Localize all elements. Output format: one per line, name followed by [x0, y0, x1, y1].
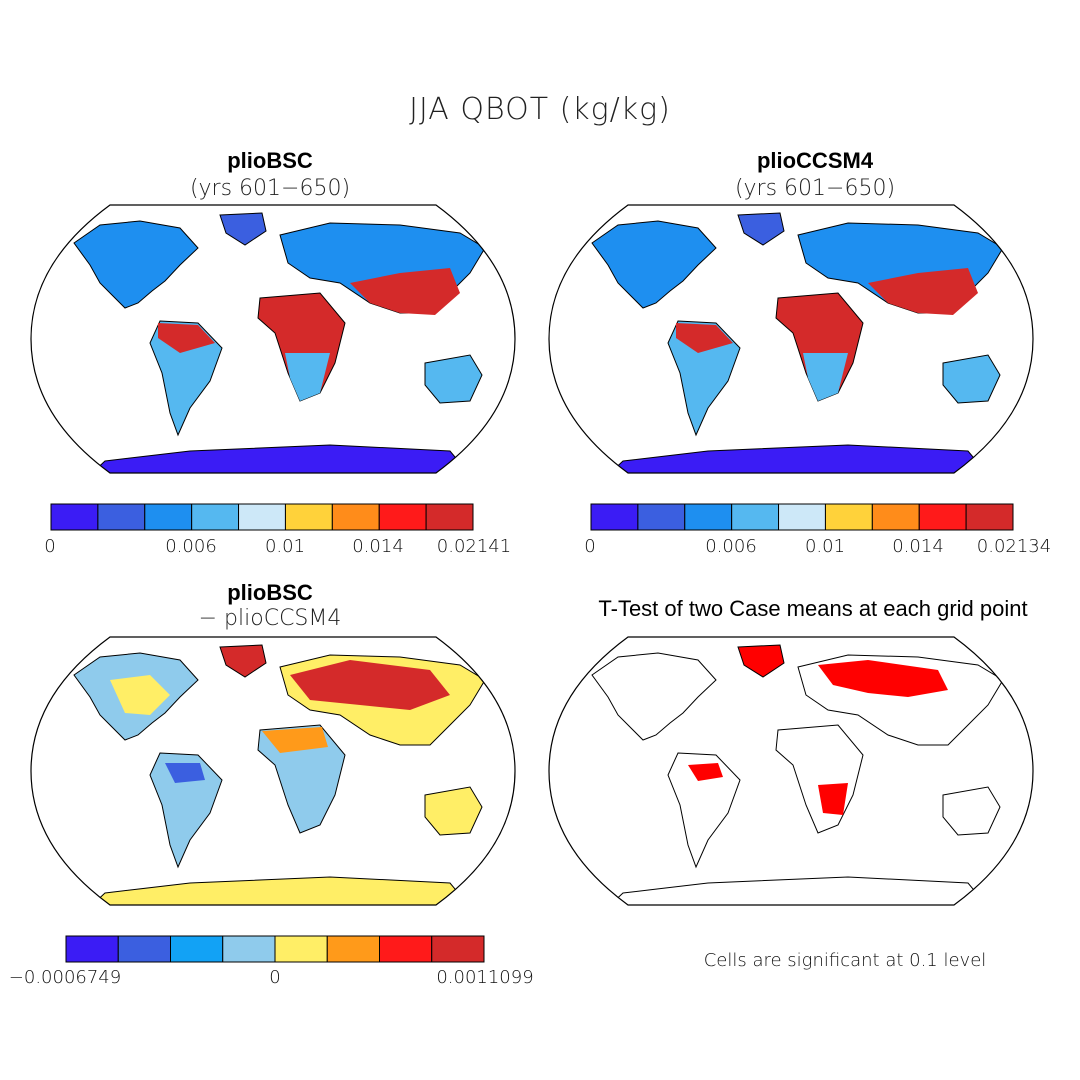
colorbar-swatch	[170, 935, 224, 963]
landmass-south-america	[667, 320, 741, 437]
colorbar-swatch	[684, 503, 733, 531]
colorbar-swatch	[871, 503, 920, 531]
colorbar-tick-label: 0.01	[804, 536, 846, 557]
figure-title: JJA QBOT (kg/kg)	[409, 92, 671, 127]
landmass-antarctica	[606, 444, 990, 473]
colorbar-difference	[65, 935, 485, 963]
map-plioBSC	[30, 204, 516, 474]
map-ttest-significance	[548, 636, 1034, 906]
colorbar-tick-label: −0.0006749	[8, 967, 122, 988]
colorbar-tick-label: 0	[269, 967, 281, 988]
landmass-greenland	[737, 644, 785, 678]
colorbar-swatch	[965, 503, 1014, 531]
map-border	[548, 636, 1034, 906]
colorbar-swatch	[97, 503, 146, 531]
colorbar-swatch	[637, 503, 686, 531]
colorbar-tick-label: 0	[584, 536, 596, 557]
colorbar-swatch	[50, 503, 99, 531]
landmass-greenland	[737, 212, 785, 246]
landmass-antarctica	[88, 876, 472, 905]
colorbar-swatch	[431, 935, 485, 963]
colorbar-tick-label: 0.02141	[436, 536, 512, 557]
panel-title-plioCCSM4: plioCCSM4	[756, 148, 874, 173]
colorbar-swatch	[238, 503, 286, 531]
landmass-antarctica	[88, 444, 472, 473]
landmass-greenland	[219, 212, 267, 246]
landmass-africa	[775, 724, 864, 834]
colorbar-swatch	[144, 503, 193, 531]
landmass-north-america	[591, 220, 717, 309]
colorbar-plioCCSM4	[590, 503, 1014, 531]
landmass-north-america	[591, 652, 717, 741]
colorbar-swatch	[222, 935, 276, 963]
colorbar-swatch	[378, 503, 427, 531]
colorbar-swatch	[425, 503, 474, 531]
landmass-greenland	[219, 644, 267, 678]
landmass-australia	[424, 354, 483, 404]
panel-subtitle-years: (yrs 601−650)	[189, 176, 351, 201]
colorbar-swatch	[326, 935, 380, 963]
colorbar-tick-label: 0	[44, 536, 56, 557]
map-difference	[30, 636, 516, 906]
colorbar-tick-label: 0.006	[165, 536, 217, 557]
landmass-north-america	[73, 220, 199, 309]
colorbar-tick-label: 0.0011099	[436, 967, 534, 988]
landmass-australia	[942, 354, 1001, 404]
landmass-south-america	[149, 320, 223, 437]
colorbar-swatch	[590, 503, 639, 531]
map-plioCCSM4	[548, 204, 1034, 474]
colorbar-swatch	[778, 503, 826, 531]
colorbar-tick-label: 0.014	[892, 536, 944, 557]
panel-subtitle-years: (yrs 601−650)	[734, 176, 896, 201]
colorbar-swatch	[379, 935, 433, 963]
map-border	[548, 204, 1034, 474]
colorbar-swatch	[918, 503, 967, 531]
colorbar-tick-label: 0.014	[352, 536, 404, 557]
map-border	[30, 636, 516, 906]
map-border	[30, 204, 516, 474]
panel-subtitle-difference: − plioCCSM4	[198, 606, 342, 631]
landmass-south-america	[149, 752, 223, 869]
colorbar-swatch	[191, 503, 240, 531]
colorbar-swatch	[824, 503, 873, 531]
panel-title-difference: plioBSC	[227, 580, 313, 605]
landmass-australia	[942, 786, 1001, 836]
colorbar-tick-label: 0.01	[264, 536, 306, 557]
landmass-australia	[424, 786, 483, 836]
significance-note: Cells are significant at 0.1 level	[703, 950, 987, 971]
landmass-antarctica	[606, 876, 990, 905]
panel-title-plioBSC: plioBSC	[227, 148, 313, 173]
panel-title-ttest: T-Test of two Case means at each grid po…	[598, 596, 1028, 621]
colorbar-tick-label: 0.006	[705, 536, 757, 557]
colorbar-swatch	[117, 935, 171, 963]
colorbar-swatch	[65, 935, 119, 963]
colorbar-swatch	[284, 503, 333, 531]
colorbar-swatch	[331, 503, 380, 531]
colorbar-swatch	[731, 503, 780, 531]
colorbar-tick-label: 0.02134	[976, 536, 1052, 557]
colorbar-swatch	[274, 935, 328, 963]
landmass-south-america	[667, 752, 741, 869]
colorbar-plioBSC	[50, 503, 474, 531]
